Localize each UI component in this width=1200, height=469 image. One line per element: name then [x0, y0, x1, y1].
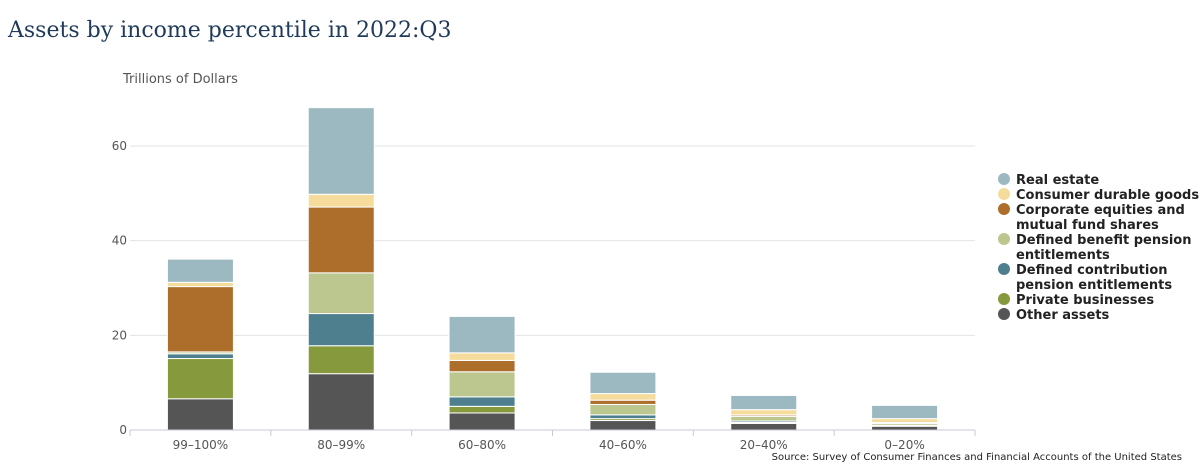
bar-segment[interactable]: Other assets: 11.9 — [307, 373, 375, 431]
legend-item[interactable]: Other assets — [998, 308, 1110, 323]
y-tick-label: 40 — [112, 234, 127, 248]
legend-item[interactable]: Defined benefit pension entitlements — [998, 233, 1191, 263]
bar-segment[interactable]: Real estate: 18.3 — [307, 107, 375, 195]
bar-segment[interactable]: Real estate: 3 — [730, 394, 798, 411]
chart-title: Assets by income percentile in 2022:Q3 — [8, 18, 452, 43]
bar-segment[interactable]: Corporate equities and mutual fund share… — [589, 399, 657, 405]
legend-item[interactable]: Corporate equities and mutual fund shares — [998, 203, 1185, 233]
legend-item[interactable]: Consumer durable goods — [998, 188, 1199, 203]
bar-segment[interactable]: Corporate equities and mutual fund share… — [448, 359, 516, 373]
bar-segment[interactable]: Private businesses: 8.5 — [166, 358, 234, 400]
legend-item[interactable]: Real estate — [998, 173, 1099, 188]
x-tick-label: 0–20% — [884, 438, 924, 452]
legend-swatch — [998, 203, 1010, 215]
y-tick-label: 60 — [112, 139, 127, 153]
legend-swatch — [998, 173, 1010, 185]
legend-item[interactable]: Defined contribution pension entitlements — [998, 263, 1172, 293]
gridlines — [130, 145, 975, 336]
x-tick-label: 60–80% — [458, 438, 506, 452]
legend-item[interactable]: Private businesses — [998, 293, 1154, 308]
legend-swatch — [998, 233, 1010, 245]
bar-segment[interactable]: Real estate: 4.9 — [166, 258, 234, 283]
legend-swatch — [998, 293, 1010, 305]
bar-segment[interactable]: Defined contribution pension entitlement… — [166, 353, 234, 360]
legend-label: Defined benefit pension entitlements — [1016, 233, 1191, 263]
bar-segment[interactable]: Other assets: 2 — [589, 420, 657, 431]
bar-stacks: Other assets: 6.6Private businesses: 8.5… — [166, 107, 939, 431]
bar-segment[interactable]: Consumer durable goods: 0.8 — [871, 418, 939, 423]
bar-segment[interactable]: Defined benefit pension entitlements: 5.… — [448, 371, 516, 398]
bar-segment[interactable]: Defined contribution pension entitlement… — [589, 414, 657, 420]
bar-segment[interactable]: Defined contribution pension entitlement… — [307, 313, 375, 347]
bar-segment[interactable]: Defined benefit pension entitlements: 8.… — [307, 272, 375, 315]
bar-segment[interactable]: Defined benefit pension entitlements: 2.… — [589, 403, 657, 416]
bar-segment[interactable]: Defined benefit pension entitlements: 1 — [730, 415, 798, 422]
x-tick-label: 80–99% — [317, 438, 365, 452]
legend-label: Corporate equities and mutual fund shares — [1016, 203, 1185, 233]
bar-segment[interactable]: Private businesses: 5.9 — [307, 345, 375, 375]
legend-swatch — [998, 188, 1010, 200]
bar-segment[interactable]: Corporate equities and mutual fund share… — [166, 286, 234, 353]
legend-swatch — [998, 308, 1010, 320]
legend-label: Other assets — [1016, 308, 1110, 323]
legend-swatch — [998, 263, 1010, 275]
bar-segment[interactable]: Consumer durable goods: 1.6 — [448, 352, 516, 361]
y-tick-label: 0 — [119, 423, 127, 437]
bar-segment[interactable]: Other assets: 0.8 — [871, 425, 939, 431]
source-note: Source: Survey of Consumer Finances and … — [771, 452, 1182, 463]
x-tick-label: 40–60% — [599, 438, 647, 452]
bar-segment[interactable]: Other assets: 3.6 — [448, 412, 516, 431]
y-axis-unit-label: Trillions of Dollars — [122, 72, 238, 87]
bar-segment[interactable]: Other assets: 1.4 — [730, 422, 798, 431]
bar-segment[interactable]: Real estate: 2.8 — [871, 404, 939, 420]
legend-label: Private businesses — [1016, 293, 1154, 308]
legend-label: Consumer durable goods — [1016, 188, 1199, 203]
legend-label: Real estate — [1016, 173, 1099, 188]
bar-segment[interactable]: Real estate: 4.5 — [589, 371, 657, 395]
bar-segment[interactable]: Consumer durable goods: 0.9 — [166, 281, 234, 288]
x-tick-label: 99–100% — [173, 438, 229, 452]
bar-segment[interactable]: Defined contribution pension entitlement… — [448, 396, 516, 407]
bar-segment[interactable]: Consumer durable goods: 1.1 — [730, 409, 798, 416]
bar-segment[interactable]: Private businesses: 1.4 — [448, 405, 516, 414]
legend-label: Defined contribution pension entitlements — [1016, 263, 1172, 293]
x-tick-label: 20–40% — [740, 438, 788, 452]
y-tick-label: 20 — [112, 328, 127, 342]
bar-segment[interactable]: Consumer durable goods: 2.7 — [307, 193, 375, 208]
bar-segment[interactable]: Other assets: 6.6 — [166, 398, 234, 431]
bar-segment[interactable]: Real estate: 7.7 — [448, 315, 516, 354]
bar-segment[interactable]: Corporate equities and mutual fund share… — [307, 206, 375, 274]
axes: 0 20 40 60 99–100% 80–99% 60–80% 40–60% 20–40% 0–… — [112, 139, 976, 452]
bar-segment[interactable]: Consumer durable goods: 1.4 — [589, 393, 657, 401]
